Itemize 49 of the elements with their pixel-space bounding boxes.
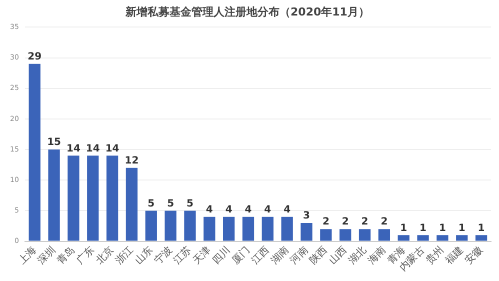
data-label: 2 [342, 216, 349, 228]
bar [184, 210, 196, 241]
bar [164, 210, 176, 241]
bar [320, 229, 332, 241]
data-label: 1 [438, 222, 446, 234]
data-label: 2 [380, 216, 388, 228]
data-label: 4 [206, 204, 213, 216]
data-label: 15 [47, 137, 62, 148]
bar [358, 229, 371, 241]
bar [28, 64, 40, 241]
bar [242, 216, 254, 241]
data-label: 2 [322, 216, 330, 228]
bar [204, 216, 216, 241]
chart-title: 新增私募基金管理人注册地分布（2020年11月） [124, 5, 370, 18]
bar [126, 168, 138, 241]
data-label: 5 [167, 198, 174, 210]
data-label: 4 [225, 204, 232, 216]
bar [300, 222, 312, 241]
data-label: 1 [420, 222, 427, 234]
bar [68, 156, 80, 241]
data-label: 4 [284, 204, 291, 216]
bar [222, 216, 235, 241]
data-label: 1 [458, 222, 466, 234]
bar [262, 216, 274, 241]
bar [456, 235, 468, 241]
bar [398, 235, 410, 241]
data-label: 14 [66, 143, 80, 154]
bar [417, 235, 429, 241]
data-label: 2 [361, 216, 368, 228]
bar [106, 156, 118, 241]
data-label: 1 [478, 222, 485, 234]
bar [475, 235, 488, 241]
bar [48, 150, 60, 241]
data-label: 4 [264, 204, 272, 216]
data-label: 4 [244, 204, 252, 216]
bar [378, 229, 390, 241]
data-label: 14 [86, 143, 100, 154]
data-label: 5 [148, 198, 155, 210]
data-label: 29 [28, 51, 42, 62]
bar [340, 229, 352, 241]
bar [436, 235, 448, 241]
data-label: 14 [105, 143, 120, 154]
data-label: 3 [303, 210, 310, 222]
data-label: 1 [400, 222, 408, 234]
data-label: 5 [186, 198, 194, 210]
bar [281, 216, 293, 241]
bar [87, 156, 99, 241]
data-label: 12 [124, 155, 139, 166]
bar [145, 210, 157, 241]
